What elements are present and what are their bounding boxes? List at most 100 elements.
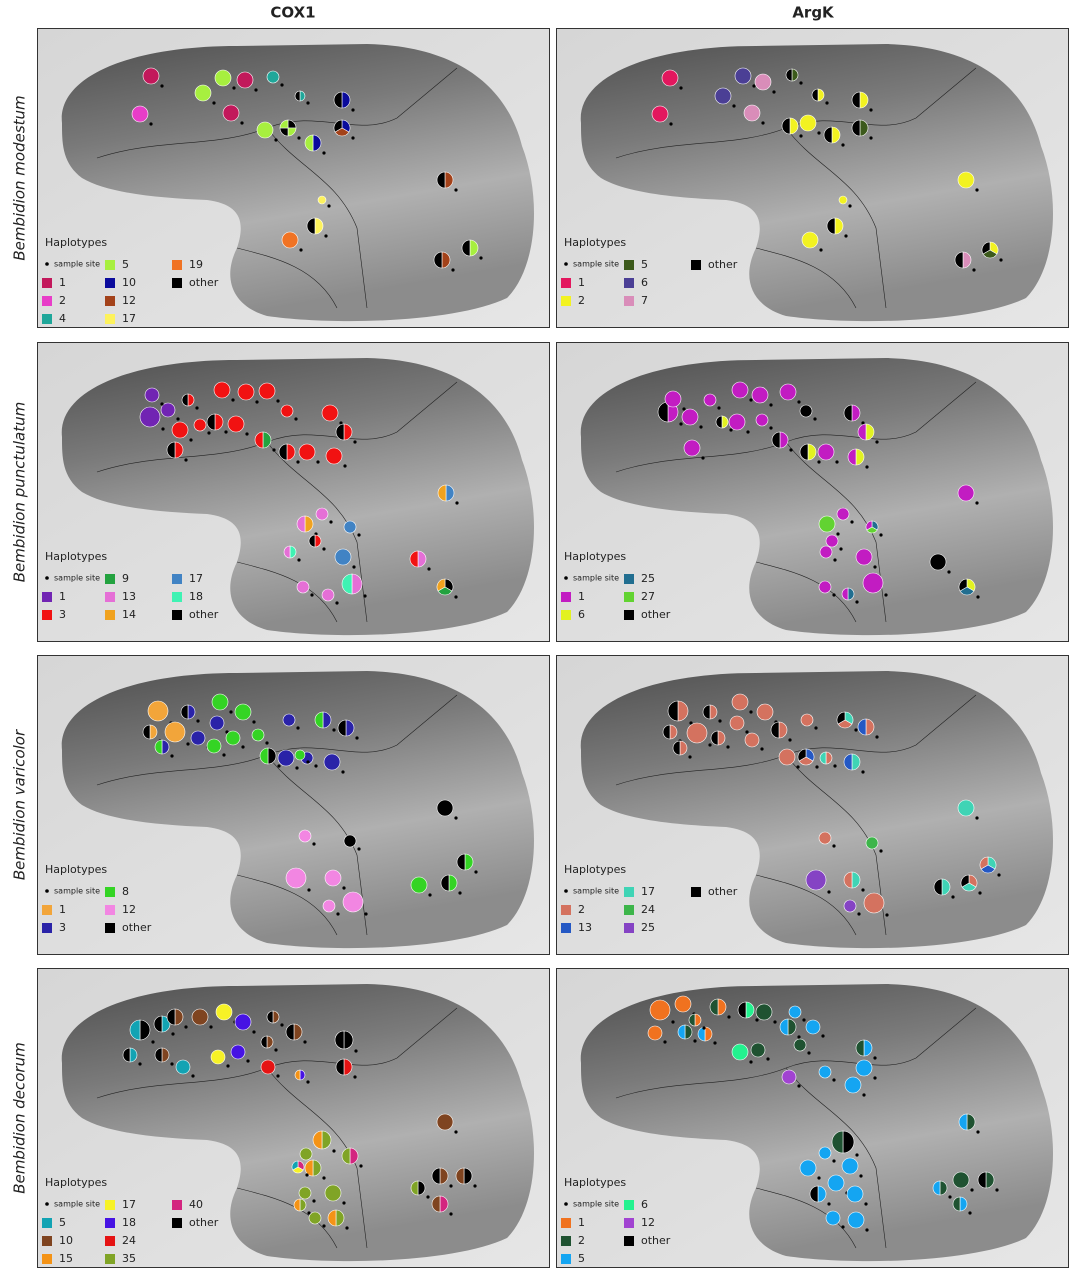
- haplotype-pie: [819, 1147, 831, 1159]
- haplotype-pie: [286, 868, 306, 888]
- haplotype-pie: [215, 70, 231, 86]
- sample-site: [999, 258, 1002, 261]
- sample-site: [297, 136, 300, 139]
- haplotype-pie: [456, 1168, 472, 1184]
- haplotype-pie: [844, 872, 860, 888]
- pie-slice: [819, 832, 831, 844]
- sample-site: [274, 1048, 277, 1051]
- haplotype-pie: [172, 422, 188, 438]
- haplotype-pie: [930, 554, 946, 570]
- sample-site: [951, 895, 954, 898]
- sample-site: [884, 593, 887, 596]
- pie-slice: [259, 383, 275, 399]
- haplotype-pie: [194, 419, 206, 431]
- sample-site: [745, 730, 748, 733]
- haplotype-pie: [820, 546, 832, 558]
- haplotype-pie: [411, 877, 427, 893]
- haplotype-pie: [309, 535, 321, 547]
- haplotype-pie: [980, 857, 996, 873]
- sample-site: [196, 719, 199, 722]
- legend-label: other: [708, 885, 738, 898]
- legend-swatch: [42, 296, 52, 306]
- legend-label: 13: [122, 590, 136, 603]
- sample-site: [827, 1202, 830, 1205]
- haplotype-pie: [155, 1048, 169, 1062]
- pie-slice: [215, 70, 231, 86]
- haplotype-pie: [295, 1070, 305, 1080]
- sample-site: [699, 425, 702, 428]
- sample-site: [428, 893, 431, 896]
- haplotype-pie: [982, 242, 998, 258]
- haplotype-pie: [281, 405, 293, 417]
- sample-site: [296, 726, 299, 729]
- sample-site: [427, 567, 430, 570]
- pie-slice: [751, 1043, 765, 1057]
- haplotype-pie: [771, 722, 787, 738]
- sample-site: [796, 765, 799, 768]
- map-panel: Haplotypessample site510151718243540othe…: [37, 968, 550, 1268]
- haplotype-pie: [257, 122, 273, 138]
- sample-site: [873, 1056, 876, 1059]
- sample-site: [246, 1059, 249, 1062]
- sample-site: [976, 595, 979, 598]
- sample-site: [821, 1034, 824, 1037]
- pie-slice: [650, 1000, 670, 1020]
- sample-site: [970, 1188, 973, 1191]
- haplotype-pie: [132, 106, 148, 122]
- haplotype-pie: [856, 1040, 872, 1056]
- sample-site: [212, 101, 215, 104]
- pie-slice: [148, 701, 168, 721]
- haplotype-pie: [744, 105, 760, 121]
- sample-site: [832, 844, 835, 847]
- sample-site: [814, 726, 817, 729]
- haplotype-pie: [235, 1014, 251, 1030]
- legend-label: 3: [59, 608, 66, 621]
- pie-slice: [324, 754, 340, 770]
- haplotype-pie: [195, 85, 211, 101]
- legend-label: 24: [122, 1234, 136, 1247]
- haplotype-pie: [789, 1006, 801, 1018]
- pie-slice: [325, 1185, 341, 1201]
- legend-swatch: [624, 923, 634, 933]
- pie-slice: [735, 68, 751, 84]
- haplotype-pie: [226, 731, 240, 745]
- haplotype-pie: [955, 252, 971, 268]
- sample-site: [669, 122, 672, 125]
- pie-slice: [252, 729, 264, 741]
- map-panel: Haplotypessample site13913141718other: [37, 342, 550, 642]
- legend-site-dot: [45, 889, 49, 893]
- legend-label: 5: [578, 1252, 585, 1265]
- sample-site: [865, 465, 868, 468]
- sample-site: [693, 1039, 696, 1042]
- pie-slice: [802, 232, 818, 248]
- pie-slice: [847, 1186, 863, 1202]
- legend-swatch: [561, 1218, 571, 1228]
- haplotype-pie: [958, 172, 974, 188]
- sample-site: [254, 88, 257, 91]
- haplotype-pie: [286, 1024, 302, 1040]
- sample-site: [357, 533, 360, 536]
- haplotype-pie: [336, 424, 352, 440]
- pie-slice: [286, 868, 306, 888]
- sample-site: [186, 742, 189, 745]
- pie-slice: [715, 88, 731, 104]
- pie-slice: [826, 535, 838, 547]
- haplotype-pie: [852, 120, 868, 136]
- legend-site-dot: [45, 262, 49, 266]
- haplotype-pie: [267, 71, 279, 83]
- legend-swatch: [105, 314, 115, 324]
- sample-site: [817, 1176, 820, 1179]
- legend-swatch: [624, 610, 634, 620]
- pie-slice: [958, 172, 974, 188]
- legend-label: 5: [641, 258, 648, 271]
- haplotype-pie: [933, 1181, 947, 1195]
- legend-swatch: [105, 610, 115, 620]
- legend-site-label: sample site: [573, 887, 619, 896]
- map-panel: Haplotypessample site162527other: [556, 342, 1069, 642]
- pie-slice: [212, 694, 228, 710]
- sample-site: [342, 1201, 345, 1204]
- pie-slice: [282, 232, 298, 248]
- haplotype-pie: [278, 750, 294, 766]
- haplotype-pie: [732, 1044, 748, 1060]
